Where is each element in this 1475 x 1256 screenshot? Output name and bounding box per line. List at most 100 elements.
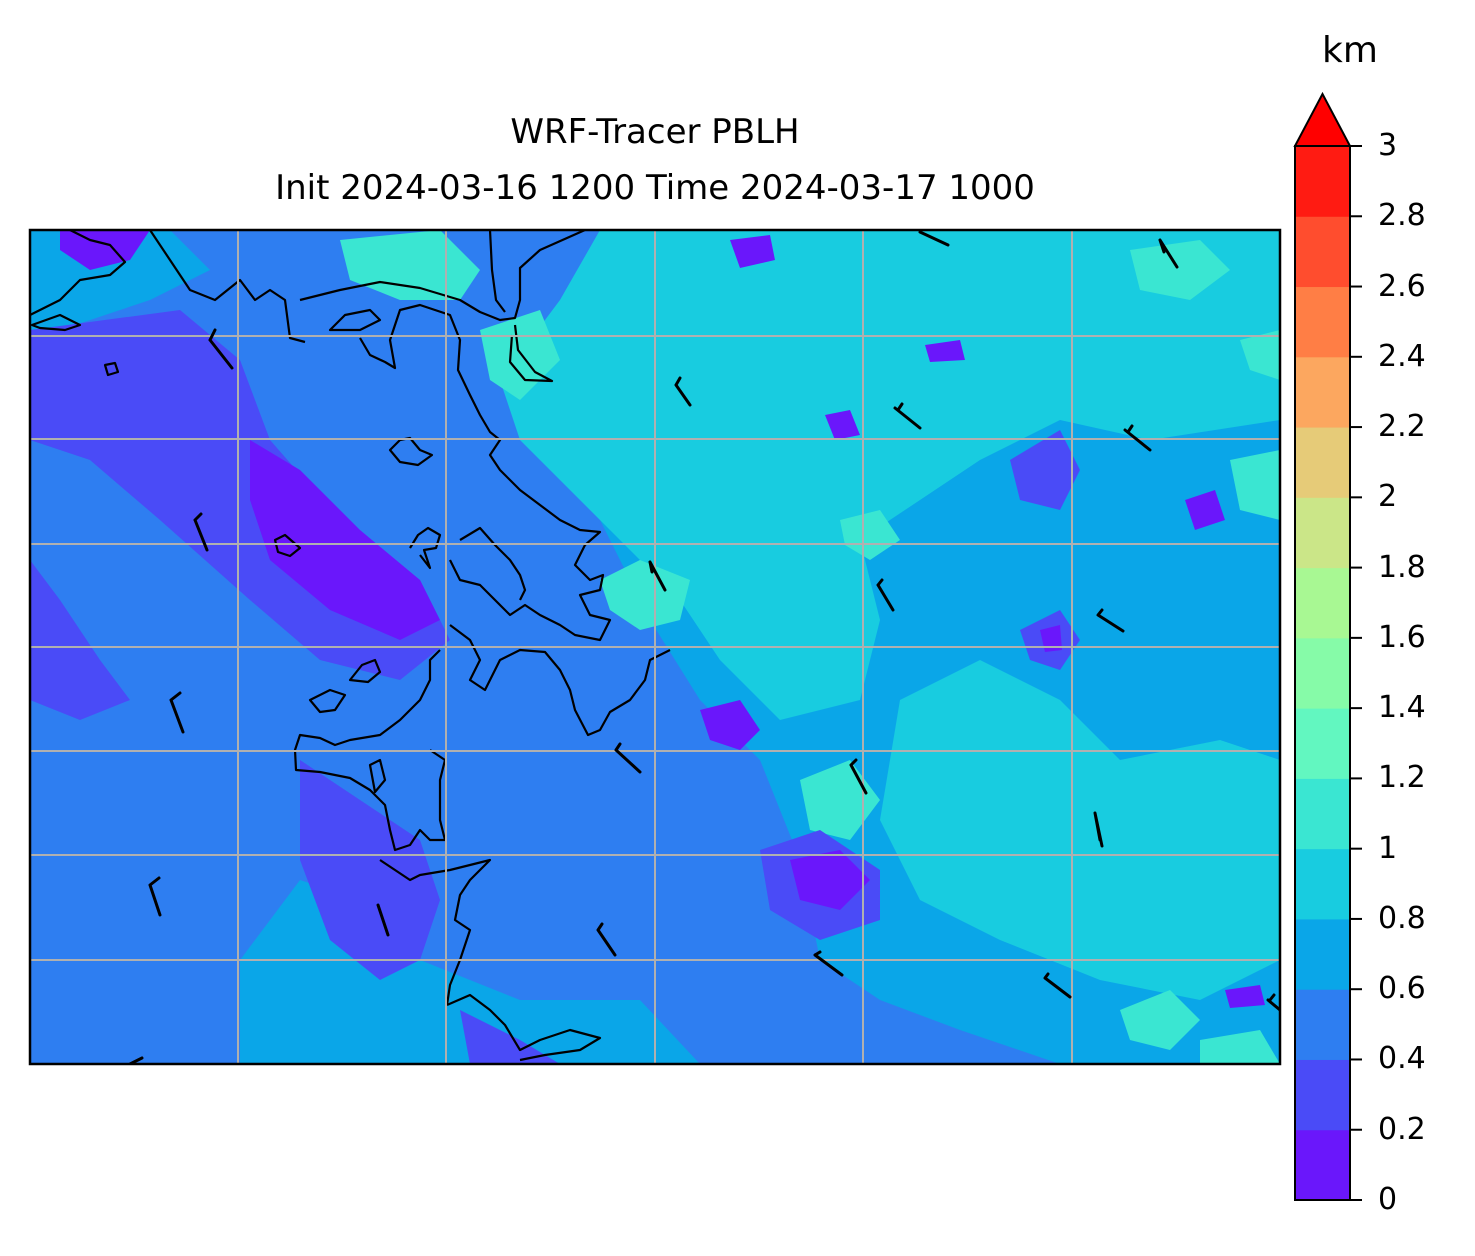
coastline-south-c <box>379 858 492 1006</box>
graticule <box>30 230 1280 1064</box>
colorbar-tick-label: 0.8 <box>1378 900 1426 936</box>
colorbar-level-13 <box>1295 216 1350 288</box>
pblh-region-0.0-e5 <box>730 235 775 268</box>
colorbar-level-4 <box>1295 848 1350 920</box>
colorbar-tick-label: 1.6 <box>1378 619 1426 655</box>
colorbar-tick-label: 2 <box>1378 479 1398 515</box>
coastline-main <box>30 230 127 316</box>
wind-barb <box>1158 238 1179 269</box>
coastline-north <box>149 230 306 344</box>
coastline-peninsula <box>359 303 612 642</box>
pblh-region-1.0-e <box>1130 240 1230 300</box>
map-subtitle: Init 2024-03-16 1200 Time 2024-03-17 100… <box>275 168 1035 208</box>
pblh-region-0.0-e1 <box>700 700 760 750</box>
pblh-region-0.0-e6 <box>925 340 965 362</box>
colorbar-tick-label: 1.2 <box>1378 760 1426 796</box>
coastline-island-b <box>328 308 382 332</box>
pblh-region-0.0-nw <box>60 230 150 270</box>
pblh-region-0.0-e2 <box>790 850 870 910</box>
colorbar-tick-label: 0.6 <box>1378 971 1426 1007</box>
colorbar-tick-label: 0 <box>1378 1182 1398 1217</box>
pblh-region-0.2-e2 <box>1010 430 1080 510</box>
colorbar-frame <box>1294 145 1351 1201</box>
colorbar-level-7 <box>1295 637 1350 709</box>
wind-barb <box>1266 993 1280 1012</box>
wind-barb <box>1123 424 1152 452</box>
wind-barb <box>893 402 922 430</box>
colorbar-level-6 <box>1295 708 1350 779</box>
coastline-inlet-1 <box>488 230 506 313</box>
colorbar-level-11 <box>1295 356 1350 428</box>
pblh-region-1.0-g <box>1230 450 1280 520</box>
colorbar-tick-label: 0.2 <box>1378 1111 1426 1147</box>
coastline-island-g <box>348 658 382 684</box>
pblh-region-0.2-left <box>30 560 130 720</box>
colorbar-level-9 <box>1295 497 1350 569</box>
colorbar-tick-label: 2.8 <box>1378 198 1426 234</box>
wind-barb <box>376 903 390 937</box>
coastline-island-e <box>308 688 347 714</box>
wind-barb <box>813 950 844 977</box>
wind-barb <box>193 512 209 552</box>
colorbar <box>1293 91 1362 1201</box>
wind-barb <box>918 230 950 247</box>
coastline-bay <box>409 526 442 570</box>
pblh-region-0.0-e3 <box>825 410 860 440</box>
pblh-region-0.0-e4 <box>1185 490 1225 530</box>
pblh-region-0.0-core <box>250 440 440 640</box>
pblh-region-1.0-f <box>1240 330 1280 380</box>
wind-barb <box>648 560 667 592</box>
colorbar-tick-label: 1.8 <box>1378 549 1426 585</box>
wind-barb <box>148 876 162 917</box>
colorbar-level-10 <box>1295 427 1350 498</box>
colorbar-level-8 <box>1295 567 1350 639</box>
colorbar-level-3 <box>1295 918 1350 990</box>
wind-barb <box>849 758 868 795</box>
wind-barb <box>1096 608 1125 633</box>
pblh-region-1.0-b <box>480 310 560 400</box>
coastline-south <box>449 624 671 737</box>
pblh-region-1.0-c <box>600 560 690 630</box>
colorbar-level-1 <box>1295 1059 1350 1131</box>
coastline-island-f <box>368 758 387 794</box>
colorbar-tick-label: 0.4 <box>1378 1041 1426 1077</box>
coastline-south-d <box>446 993 602 1062</box>
wind-barb <box>614 742 642 774</box>
wind-barb <box>596 922 617 957</box>
coastline-inlet-2 <box>508 324 554 383</box>
colorbar-extend-arrow <box>1293 91 1352 147</box>
pblh-region-0.8-b <box>880 660 1280 1000</box>
colorbar-tick-label: 2.4 <box>1378 338 1426 374</box>
pblh-region-0.2-coast <box>460 1010 560 1064</box>
coastline-isle-a <box>103 361 120 377</box>
colorbar-level-14 <box>1295 146 1350 217</box>
wind-barb <box>1043 972 1072 999</box>
wind-barb <box>169 691 185 734</box>
colorbar-level-2 <box>1295 989 1350 1060</box>
coastline-island-d <box>273 533 302 558</box>
pblh-region-1.0-d <box>840 510 900 560</box>
coastline <box>30 230 671 1062</box>
coastline-gulf-s <box>459 526 527 601</box>
colorbar-level-5 <box>1295 778 1350 850</box>
pblh-region-1.0-j <box>1200 1030 1280 1064</box>
coastline-gulf <box>299 230 586 322</box>
colorbar-tick-label: 3 <box>1378 128 1398 163</box>
colorbar-tick-label: 2.2 <box>1378 409 1426 445</box>
pblh-region-1.0-i <box>1120 990 1200 1050</box>
wind-barb <box>876 578 895 612</box>
pblh-region-0.0-e8 <box>1040 625 1062 652</box>
colorbar-tick-label: 1 <box>1378 830 1398 866</box>
coastline-south-b <box>293 649 447 852</box>
wind-barbs <box>128 230 1280 1064</box>
map-title: WRF-Tracer PBLH <box>510 112 800 152</box>
coastline-island-nw <box>30 313 82 332</box>
colorbar-tick-label: 1.4 <box>1378 690 1426 726</box>
colorbar-unit-label: km <box>1322 30 1378 71</box>
map-frame <box>28 228 1282 1066</box>
pblh-region-0.8 <box>330 230 1280 720</box>
colorbar-level-12 <box>1295 286 1350 358</box>
pblh-region-0.2-south <box>300 760 440 980</box>
pblh-region-0.0-e7 <box>1225 985 1265 1008</box>
